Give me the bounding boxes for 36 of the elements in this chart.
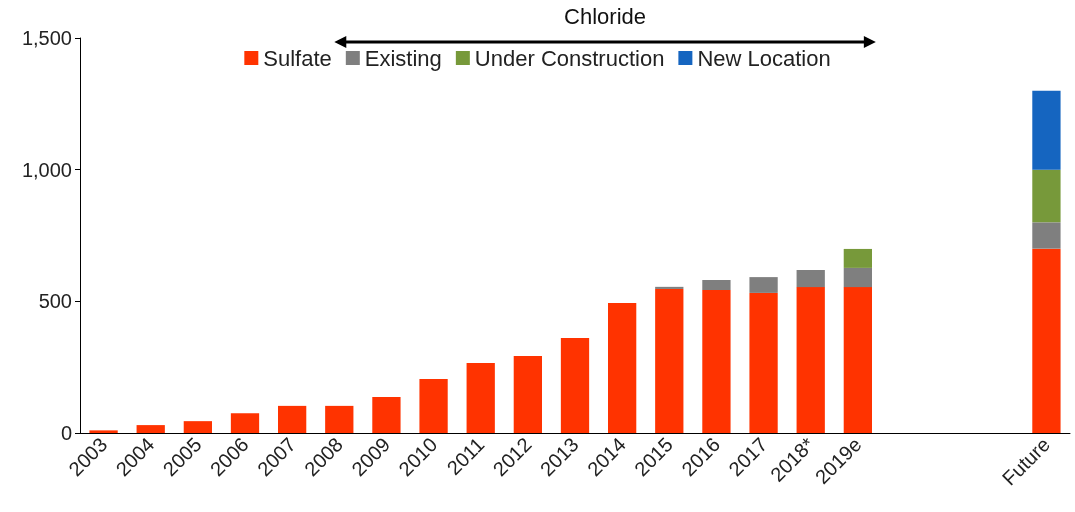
y-tick-label: 1,000 <box>21 158 72 181</box>
bar <box>749 292 778 433</box>
bar <box>513 356 542 433</box>
bar <box>608 302 637 433</box>
y-tick-label: 1,500 <box>21 27 72 49</box>
bar <box>278 405 307 433</box>
bar <box>1032 248 1061 433</box>
bar <box>136 425 165 433</box>
bar <box>796 270 825 288</box>
bar <box>749 277 778 293</box>
bar <box>325 405 354 433</box>
bar <box>655 288 684 433</box>
legend-label: Sulfate <box>263 45 332 71</box>
bar <box>796 287 825 433</box>
y-tick-label: 0 <box>60 422 72 444</box>
legend-label: Under Construction <box>474 45 665 71</box>
bar <box>89 430 118 433</box>
bar <box>702 280 731 291</box>
bar <box>1032 90 1061 170</box>
bar <box>372 396 401 433</box>
bar <box>655 286 684 289</box>
bar <box>702 290 731 433</box>
bar <box>843 287 872 433</box>
bar <box>466 362 495 433</box>
bar <box>1032 222 1061 249</box>
legend-label: New Location <box>697 45 831 71</box>
bar <box>843 267 872 288</box>
text: Chloride <box>563 4 648 30</box>
legend-label: Existing <box>364 45 442 71</box>
bar <box>1032 169 1061 223</box>
bar <box>560 337 590 433</box>
bar <box>230 413 260 433</box>
y-tick-label: 500 <box>38 290 72 313</box>
bar <box>419 379 448 433</box>
bar <box>843 248 872 268</box>
bar <box>183 421 212 433</box>
